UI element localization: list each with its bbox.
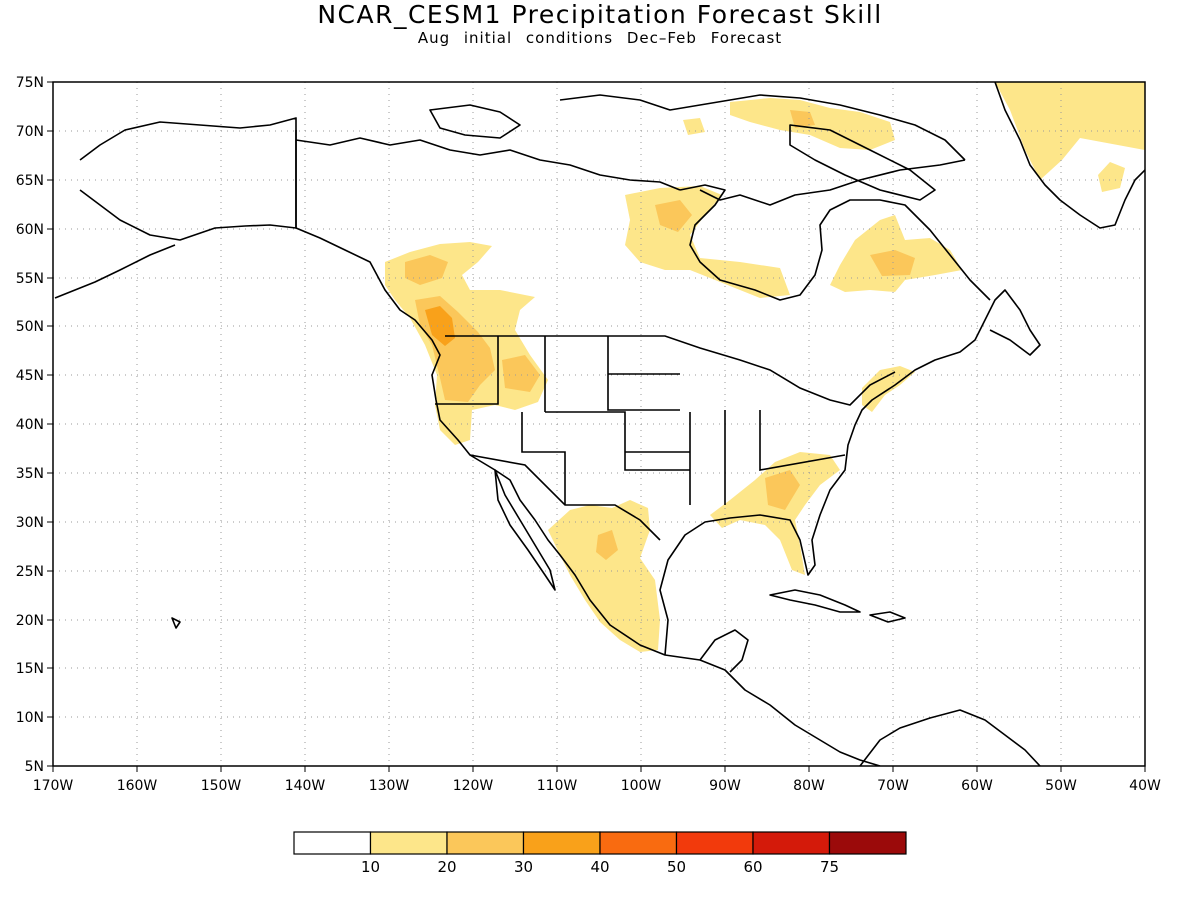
y-axis-labels: 75N 70N 65N 60N 55N 50N 45N 40N 35N 30N …: [16, 75, 44, 775]
x-tick-label: 40W: [1129, 778, 1161, 794]
colorbar-swatch: [369, 831, 448, 855]
political-boundaries: [295, 130, 896, 541]
aleutians: [54, 244, 176, 299]
colorbar-swatch: [293, 831, 372, 855]
x-tick-label: 130W: [369, 778, 410, 794]
x-tick-label: 110W: [537, 778, 578, 794]
coastline-cuba: [769, 589, 861, 613]
skill-region-southeast: [710, 452, 840, 575]
coastline-hudson-bay: [699, 159, 966, 206]
coastline-labrador: [679, 184, 991, 301]
skill-region-greenland: [995, 82, 1145, 180]
tick-marks: [47, 81, 1146, 772]
y-tick-label: 25N: [16, 564, 44, 580]
colorbar-swatch: [446, 831, 525, 855]
coastline-gulf-east: [659, 289, 1041, 656]
y-tick-label: 40N: [16, 417, 44, 433]
y-tick-label: 55N: [16, 271, 44, 287]
colorbar-label: 50: [667, 858, 686, 876]
colorbar-labels: 10 20 30 40 50 60 75: [361, 858, 839, 876]
colorbar-swatch: [675, 831, 754, 855]
y-tick-label: 20N: [16, 613, 44, 629]
colorbar-swatch: [752, 831, 831, 855]
colorbar-label: 75: [820, 858, 839, 876]
skill-region-hudson-core: [655, 200, 692, 232]
skill-region-mexico: [548, 500, 660, 652]
skill-region-southeast-core: [765, 470, 800, 510]
skill-region-arctic-3: [683, 118, 705, 135]
baffin-island: [789, 124, 936, 201]
y-tick-label: 10N: [16, 710, 44, 726]
colorbar: [293, 831, 907, 855]
colorbar-label: 60: [743, 858, 762, 876]
skill-region-mexico-core: [596, 530, 618, 560]
skill-region-idaho-core: [502, 355, 540, 392]
y-tick-label: 70N: [16, 124, 44, 140]
y-tick-label: 60N: [16, 222, 44, 238]
y-tick-label: 5N: [25, 759, 44, 775]
border-canada-us: [445, 335, 896, 406]
x-tick-label: 170W: [33, 778, 74, 794]
coastline-greenland: [994, 82, 1145, 229]
colorbar-label: 10: [361, 858, 380, 876]
x-tick-label: 160W: [117, 778, 158, 794]
y-tick-label: 50N: [16, 319, 44, 335]
colorbar-label: 30: [514, 858, 533, 876]
colorbar-swatch: [828, 831, 907, 855]
colorbar-label: 20: [437, 858, 456, 876]
skill-region-arctic-2: [790, 110, 815, 128]
coastline-yucatan: [699, 629, 749, 673]
coastlines: [54, 82, 1145, 766]
x-axis-labels: 170W 160W 150W 140W 130W 120W 110W 100W …: [33, 778, 1161, 794]
coastline-baja: [494, 469, 556, 591]
skill-region-greenland-east: [1098, 162, 1125, 192]
coastline-arctic: [295, 137, 681, 191]
grid-lines: [53, 82, 1145, 766]
x-tick-label: 60W: [961, 778, 993, 794]
hawaii: [171, 617, 181, 629]
x-tick-label: 70W: [877, 778, 909, 794]
y-tick-label: 35N: [16, 466, 44, 482]
colorbar-swatch: [599, 831, 678, 855]
coastline-alaska-south: [79, 189, 297, 241]
y-tick-label: 65N: [16, 173, 44, 189]
x-tick-label: 80W: [793, 778, 825, 794]
colorbar-swatch: [522, 831, 601, 855]
y-tick-label: 45N: [16, 368, 44, 384]
border-us-mexico: [469, 454, 661, 541]
state-lines-1: [435, 336, 846, 505]
x-tick-label: 150W: [201, 778, 242, 794]
y-tick-label: 30N: [16, 515, 44, 531]
map-title: NCAR_CESM1 Precipitation Forecast Skill: [317, 0, 883, 29]
x-tick-label: 140W: [285, 778, 326, 794]
map-subtitle: Aug initial conditions Dec–Feb Forecast: [417, 29, 783, 47]
victoria-island: [429, 104, 521, 139]
y-tick-label: 75N: [16, 75, 44, 91]
coastline-hispaniola: [869, 611, 906, 623]
arctic-islands: [559, 94, 966, 161]
x-tick-label: 100W: [621, 778, 662, 794]
coastline-south-america: [859, 709, 1041, 766]
x-tick-label: 90W: [709, 778, 741, 794]
colorbar-label: 40: [590, 858, 609, 876]
x-tick-label: 50W: [1045, 778, 1077, 794]
coastline-west: [79, 117, 881, 766]
x-tick-label: 120W: [453, 778, 494, 794]
y-tick-label: 15N: [16, 661, 44, 677]
